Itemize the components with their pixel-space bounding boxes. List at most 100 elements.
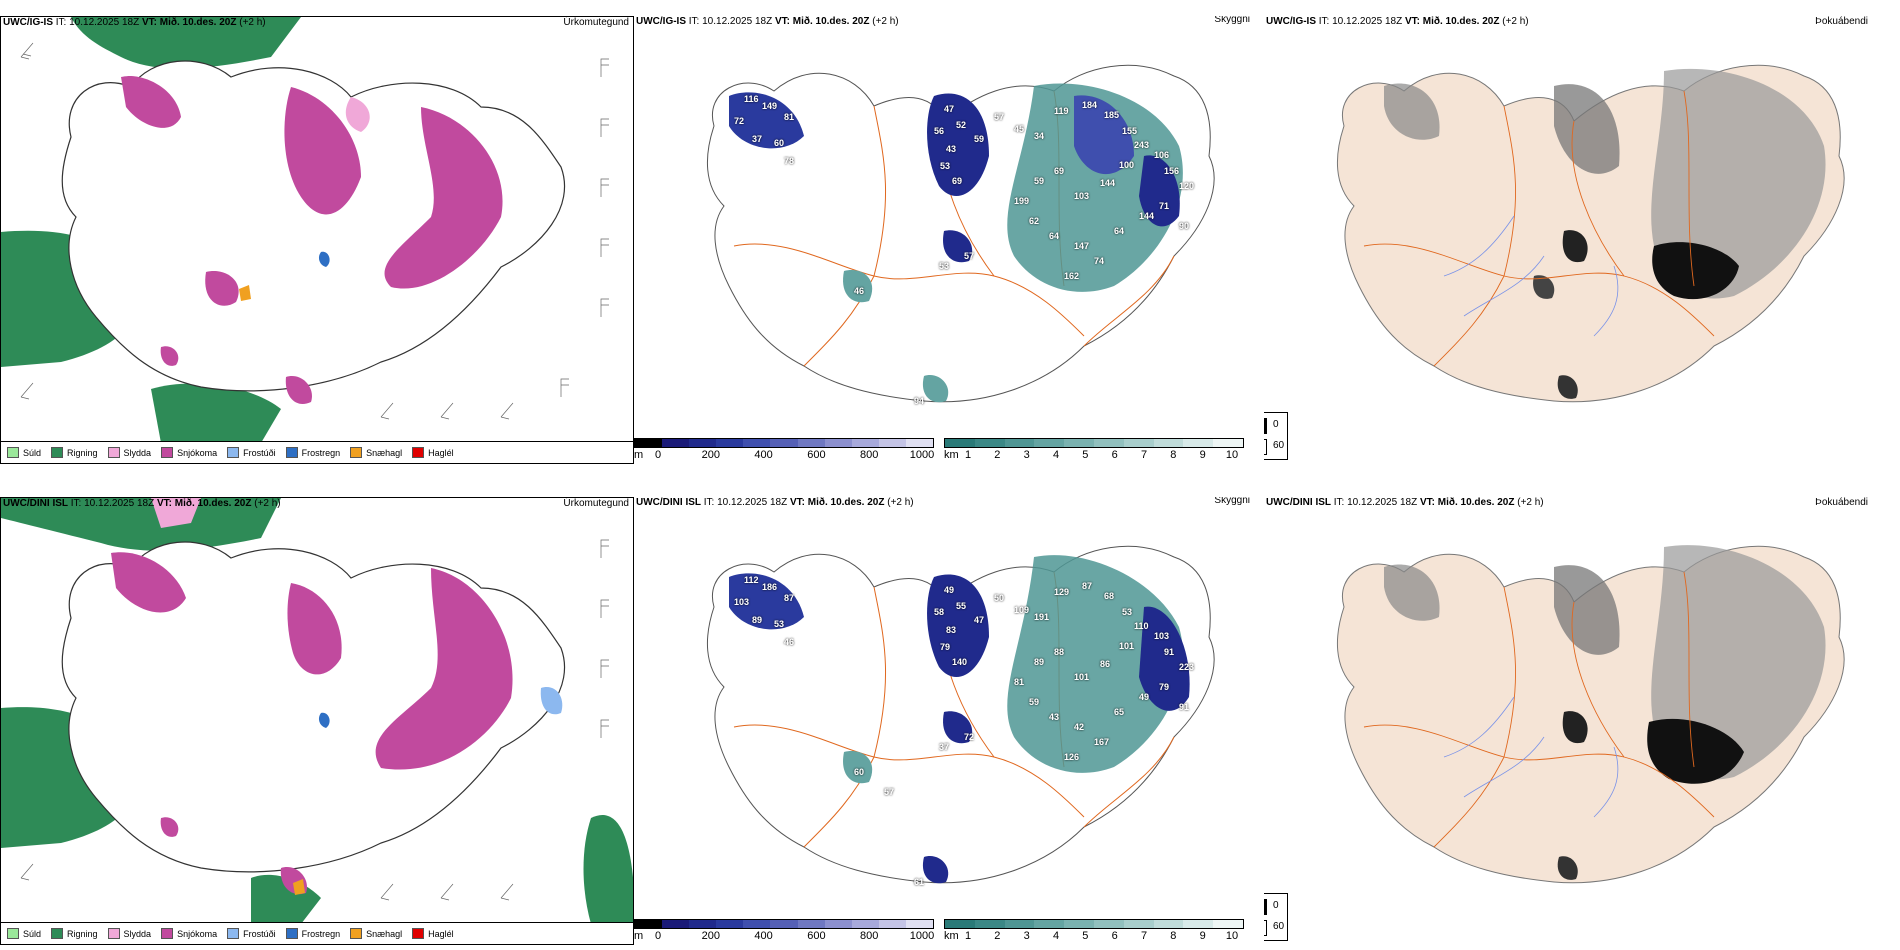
colorbar-segment <box>1153 920 1184 928</box>
model-name: UWC/IG-IS <box>3 17 53 28</box>
colorbar-tick-label: 400 <box>754 449 773 461</box>
legend-item-snow-pellets: Snæhagl <box>350 928 402 939</box>
legend-item-sleet: Slydda <box>107 447 151 458</box>
ceiling-height-label: 110 <box>1134 621 1149 631</box>
colorbar-segment <box>689 439 717 447</box>
fog-area <box>1651 545 1826 780</box>
ceiling-colorbar-ticks: 0 200 400 600 800 1000 <box>634 929 934 943</box>
ceiling-height-label: 64 <box>1114 226 1125 236</box>
ceiling-height-label: 100 <box>1119 160 1135 170</box>
legend-swatch <box>161 447 174 458</box>
colorbar-tick-label: 0 <box>654 930 662 942</box>
ceiling-height-label: 49 <box>1139 692 1150 702</box>
dense-fog-area <box>1533 275 1555 299</box>
panel-header: UWC/DINI ISL IT: 10.12.2025 18Z VT: Mið.… <box>1266 497 1544 508</box>
legend-item-freezing-drizzle: Frostúði <box>227 928 276 939</box>
lead-time: (+2 h) <box>1517 497 1544 508</box>
ceiling-height-label: 62 <box>1029 216 1040 226</box>
ceiling-labels-row1: 116 149 81 72 37 60 78 47 52 56 43 53 69 59 57 45 34 119 1… <box>634 16 1264 436</box>
colorbar-segment <box>1153 439 1184 447</box>
colorbar-segment <box>945 920 975 928</box>
colorbar-segment <box>945 439 975 447</box>
ceiling-height-label: 144 <box>1100 178 1116 188</box>
valid-time: Mið. 10.des. 20Z <box>1437 497 1515 508</box>
fog-legend-label-max: 60 <box>1273 921 1285 932</box>
legend-item-hail: Haglél <box>412 928 454 939</box>
model-name: UWC/DINI ISL <box>636 497 701 508</box>
wind-barbs <box>20 539 609 901</box>
ceiling-height-label: 52 <box>956 120 967 130</box>
colorbar-tick-label: 9 <box>1199 449 1206 461</box>
panel-title-precip-type: Úrkomutegund <box>563 17 629 28</box>
colorbar-tick-label: 0 <box>654 449 662 461</box>
dense-fog-area <box>1557 856 1578 880</box>
panel-title-visibility: Skyggni <box>1214 16 1250 25</box>
fog-panel-row2: UWC/DINI ISL IT: 10.12.2025 18Z VT: Mið.… <box>1264 497 1900 945</box>
legend-item-drizzle: Súld <box>7 928 41 939</box>
colorbar-tick-label: 1 <box>964 930 972 942</box>
fog-area <box>1554 565 1620 655</box>
ceiling-height-label: 156 <box>1164 166 1180 176</box>
ceiling-height-label: 79 <box>940 642 951 652</box>
freezing-drizzle-area <box>540 687 563 715</box>
colorbar-segment <box>1183 439 1214 447</box>
visibility-colorbar-strip <box>944 919 1244 929</box>
ceiling-height-label: 34 <box>1034 131 1045 141</box>
ceiling-colorbar-ticks: 0 200 400 600 800 1000 <box>634 448 934 462</box>
visibility-colorbar-strip <box>944 438 1244 448</box>
valid-time: Mið. 10.des. 20Z <box>1422 16 1500 27</box>
dense-fog-area <box>1562 711 1588 744</box>
colorbar-segment <box>1064 439 1094 447</box>
valid-time-label: VT: <box>774 16 790 27</box>
panel-title-fog: Þokuábendi <box>1815 16 1868 27</box>
ceiling-height-label: 37 <box>752 134 763 144</box>
ceiling-height-label: 87 <box>784 593 795 603</box>
ceiling-height-label: 47 <box>944 104 955 114</box>
colorbar-segment <box>1123 920 1154 928</box>
ceiling-height-label: 53 <box>940 161 951 171</box>
ceiling-height-label: 101 <box>1119 641 1135 651</box>
ceiling-height-label: 91 <box>1164 647 1175 657</box>
colorbar-segment <box>635 439 663 447</box>
colorbar-segment <box>824 920 852 928</box>
fog-area <box>1384 564 1440 621</box>
panel-header: UWC/IG-IS IT: 10.12.2025 18Z VT: Mið. 10… <box>3 17 266 28</box>
ceiling-height-label: 116 <box>744 94 759 104</box>
sleet-area <box>151 498 201 528</box>
low-visibility-area <box>843 270 873 303</box>
colorbar-tick-label: 600 <box>807 449 826 461</box>
low-ceiling-area <box>1007 555 1183 773</box>
ceiling-height-label: 87 <box>1082 581 1093 591</box>
colorbar-segment <box>905 439 934 447</box>
ceiling-height-label: 59 <box>1029 697 1040 707</box>
colorbar-segment <box>743 920 771 928</box>
fog-legend-label-min: 0 <box>1273 419 1279 430</box>
colorbar-tick-label: 800 <box>860 449 879 461</box>
colorbar-segment <box>905 920 934 928</box>
panel-title-fog: Þokuábendi <box>1815 497 1868 508</box>
legend-swatch <box>51 447 64 458</box>
valid-time-label: VT: <box>1404 16 1420 27</box>
ceiling-height-label: 47 <box>974 615 985 625</box>
snow-area <box>205 271 239 306</box>
valid-time-label: VT: <box>1419 497 1435 508</box>
visibility-unit: km <box>944 449 959 461</box>
ceiling-height-label: 90 <box>1179 221 1190 231</box>
colorbar-segment <box>770 439 798 447</box>
low-visibility-area <box>922 856 949 884</box>
init-time: IT: 10.12.2025 18Z <box>703 497 788 508</box>
model-name: UWC/DINI ISL <box>3 498 68 509</box>
road-network <box>1363 571 1715 848</box>
snow-pellet-area <box>293 879 305 895</box>
colorbar-segment <box>1004 920 1035 928</box>
ceiling-height-label: 55 <box>956 601 967 611</box>
init-time: IT: 10.12.2025 18Z <box>55 17 140 28</box>
panel-header: UWC/IG-IS IT: 10.12.2025 18Z VT: Mið. 10… <box>636 16 899 27</box>
colorbar-segment <box>716 439 744 447</box>
lead-time: (+2 h) <box>1502 16 1529 27</box>
legend-swatch <box>161 928 174 939</box>
colorbar-tick-label: 6 <box>1111 449 1118 461</box>
ceiling-height-label: 106 <box>1154 150 1170 160</box>
low-ceiling-area <box>1074 95 1134 175</box>
ceiling-height-label: 72 <box>734 116 745 126</box>
